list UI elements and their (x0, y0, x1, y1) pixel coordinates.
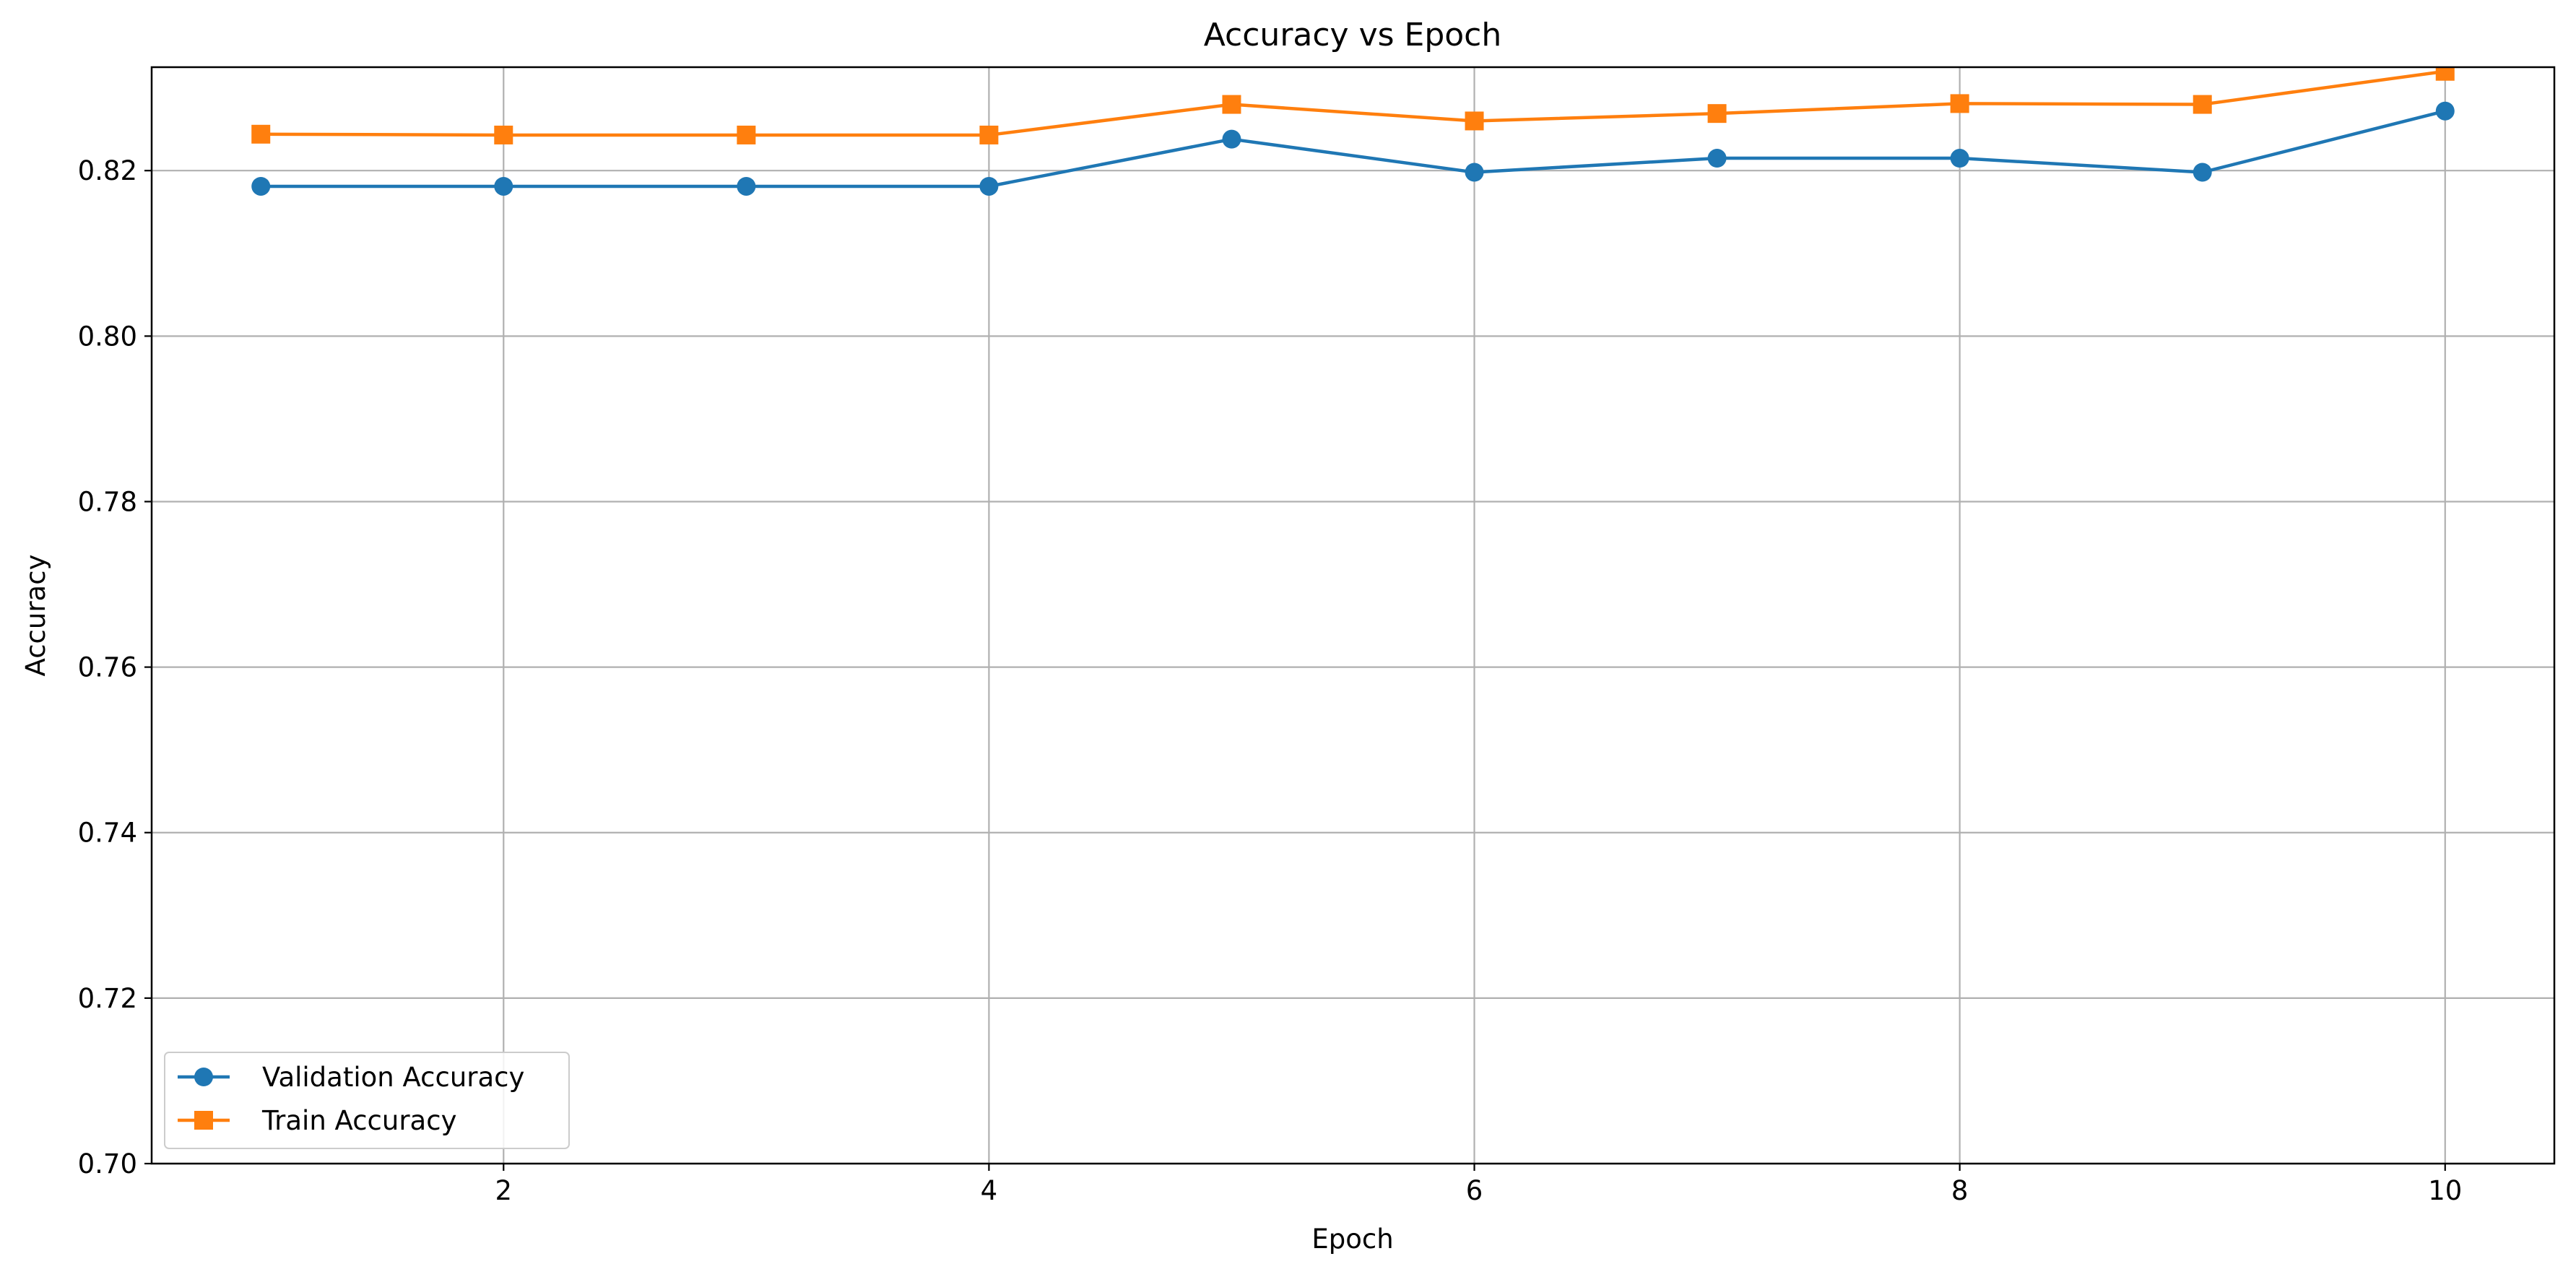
series-validation-accuracy (251, 101, 2455, 196)
y-tick-label: 0.76 (78, 652, 137, 683)
y-tick-label: 0.74 (78, 818, 137, 849)
data-point-train-accuracy (737, 125, 756, 144)
legend-item-train-accuracy: Train Accuracy (178, 1105, 456, 1136)
data-point-train-accuracy (1950, 94, 1969, 113)
legend-marker (194, 1068, 213, 1086)
grid (152, 67, 2554, 1165)
series-train-accuracy (251, 67, 2455, 144)
axis-ticks: 2 4 6 8 10 0.70 0.72 0.74 0.76 0.78 0.80 0.82 (78, 155, 2463, 1206)
legend-item-validation-accuracy: Validation Accuracy (178, 1062, 524, 1093)
data-point-validation-accuracy (1950, 149, 1969, 168)
legend-marker (194, 1111, 213, 1130)
data-point-validation-accuracy (2193, 163, 2212, 182)
y-tick-label: 0.72 (78, 983, 137, 1014)
data-point-validation-accuracy (737, 176, 756, 196)
data-point-train-accuracy (1465, 111, 1484, 131)
y-tick-label: 0.82 (78, 155, 137, 186)
data-point-validation-accuracy (1465, 163, 1484, 182)
chart-title: Accuracy vs Epoch (1204, 17, 1502, 53)
series-layer (251, 67, 2455, 196)
data-point-validation-accuracy (494, 176, 513, 196)
data-point-train-accuracy (2193, 95, 2212, 114)
x-tick-label: 10 (2428, 1175, 2462, 1206)
x-tick-label: 6 (1466, 1175, 1483, 1206)
x-tick-label: 8 (1951, 1175, 1969, 1206)
y-tick-label: 0.80 (78, 321, 137, 352)
plot-frame (150, 66, 2556, 1165)
legend-label: Validation Accuracy (262, 1062, 524, 1093)
data-point-validation-accuracy (979, 176, 999, 196)
legend: Validation Accuracy Train Accuracy (164, 1052, 570, 1149)
legend-box (164, 1052, 570, 1149)
x-tick-label: 2 (495, 1175, 513, 1206)
legend-label: Train Accuracy (261, 1105, 456, 1136)
data-point-train-accuracy (979, 125, 999, 144)
data-point-train-accuracy (2435, 67, 2455, 81)
series-line-train-accuracy (261, 69, 2446, 137)
plot-background (152, 67, 2554, 1164)
data-point-validation-accuracy (1707, 149, 1727, 168)
series-line-validation-accuracy (261, 109, 2446, 189)
data-point-train-accuracy (494, 125, 513, 144)
data-point-train-accuracy (1707, 104, 1727, 124)
y-tick-label: 0.70 (78, 1148, 137, 1179)
data-point-train-accuracy (1222, 95, 1241, 114)
data-point-validation-accuracy (1222, 129, 1241, 149)
x-tick-label: 4 (981, 1175, 998, 1206)
data-point-train-accuracy (251, 124, 271, 144)
data-point-validation-accuracy (251, 176, 271, 196)
y-axis-label: Accuracy (20, 555, 51, 677)
x-axis-label: Epoch (1311, 1224, 1393, 1255)
data-point-validation-accuracy (2435, 101, 2455, 121)
y-tick-label: 0.78 (78, 486, 137, 517)
